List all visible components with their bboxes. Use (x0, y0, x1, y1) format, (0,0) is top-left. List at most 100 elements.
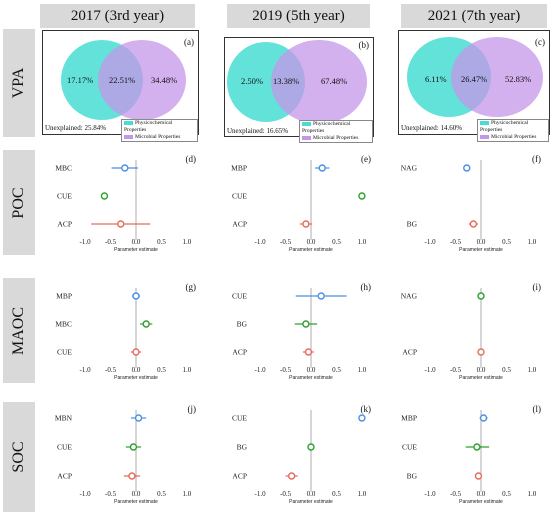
variable-label: MBC (55, 164, 72, 173)
x-tick-label: 1.0 (528, 366, 537, 374)
x-tick-label: -1.0 (80, 238, 92, 246)
x-axis-label: Parameter estimate (459, 499, 503, 505)
estimate-point (132, 348, 140, 356)
legend-label-physicochemical: Physicochemical Properties (124, 120, 173, 133)
variable-label: ACP (402, 348, 417, 357)
legend-swatch-microbial (302, 135, 311, 140)
legend-label-microbial: Microbial Properties (135, 134, 181, 140)
x-tick-label: -1.0 (425, 238, 437, 246)
coef-plot-svg: -1.0 -0.5 0.0 0.5 1.0 Parameter estimate MBN CU… (55, 410, 192, 505)
x-tick-label: 0.0 (307, 366, 316, 374)
variable-label: BG (407, 472, 418, 481)
variable-label: CUE (57, 443, 72, 452)
estimate-point (117, 220, 125, 228)
venn-legend: Physicochemical Properties Microbial Pro… (121, 119, 198, 142)
panel-label: (h) (360, 282, 372, 292)
row-header-maoc: MAOC (3, 278, 35, 383)
coef-panel-j: -1.0 -0.5 0.0 0.5 1.0 Parameter estimate MBN CU… (40, 400, 200, 512)
panel-label: (k) (360, 404, 372, 414)
x-tick-label: -1.0 (425, 490, 437, 498)
x-tick-label: 0.0 (477, 366, 486, 374)
x-axis-label: Parameter estimate (114, 375, 158, 381)
estimate-point (129, 443, 138, 451)
variable-label: ACP (57, 220, 72, 229)
estimate-point (302, 320, 310, 328)
venn-left-value: 2.50% (241, 76, 263, 86)
variable-label: BG (407, 220, 418, 229)
x-tick-label: 0.0 (132, 490, 141, 498)
x-tick-label: 0.5 (502, 366, 511, 374)
coef-panel-f: -1.0 -0.5 0.0 0.5 1.0 Parameter estimate NAG BG… (385, 150, 545, 260)
estimate-point (132, 292, 140, 300)
venn-overlap-value: 22.51% (109, 75, 136, 85)
coef-panel-d: -1.0 -0.5 0.0 0.5 1.0 Parameter estimate MBC CU… (40, 150, 200, 260)
x-tick-label: -1.0 (255, 490, 267, 498)
coef-panel-l: -1.0 -0.5 0.0 0.5 1.0 Parameter estimate MBP CU… (385, 400, 545, 512)
x-tick-label: 0.5 (502, 490, 511, 498)
panel-label: (l) (532, 404, 542, 414)
estimate-point (479, 414, 488, 422)
legend-swatch-physicochemical (302, 121, 311, 126)
x-tick-label: 1.0 (358, 238, 367, 246)
x-tick-label: 0.5 (332, 238, 341, 246)
column-header-2017: 2017 (3rd year) (40, 4, 195, 28)
coef-panel-k: -1.0 -0.5 0.0 0.5 1.0 Parameter estimate CUE BG… (215, 400, 375, 512)
estimate-point (358, 192, 366, 200)
variable-label: ACP (232, 348, 247, 357)
panel-label: (f) (532, 154, 541, 164)
x-tick-label: -0.5 (450, 366, 462, 374)
unexplained-value: Unexplained: 25.84% (45, 124, 107, 132)
panel-label: (d) (185, 154, 197, 164)
legend-swatch-microbial (480, 134, 489, 139)
variable-label: BG (237, 443, 248, 452)
estimate-point (318, 164, 326, 172)
legend-swatch-physicochemical (480, 120, 489, 125)
coef-plot-svg: -1.0 -0.5 0.0 0.5 1.0 Parameter estimate CUE BG… (232, 288, 367, 381)
x-tick-label: 1.0 (358, 490, 367, 498)
venn-legend: Physicochemical Properties Microbial Pro… (477, 119, 549, 142)
row-label-maoc: MAOC (10, 306, 27, 355)
coef-plot-svg: -1.0 -0.5 0.0 0.5 1.0 Parameter estimate MBP MB… (55, 288, 192, 381)
venn-overlap-value: 13.38% (273, 76, 300, 86)
x-tick-label: 0.5 (332, 366, 341, 374)
coef-plot-svg: -1.0 -0.5 0.0 0.5 1.0 Parameter estimate NAG BG (401, 160, 537, 253)
row-label-soc: SOC (10, 441, 27, 473)
venn-legend: Physicochemical Properties Microbial Pro… (299, 120, 373, 143)
row-label-poc: POC (10, 186, 27, 219)
variable-label: ACP (232, 220, 247, 229)
row-label-vpa: VPA (10, 67, 27, 99)
x-tick-label: -0.5 (280, 490, 292, 498)
x-tick-label: 1.0 (528, 238, 537, 246)
estimate-point (134, 414, 143, 422)
unexplained-value: Unexplained: 16.65% (227, 127, 289, 135)
x-tick-label: 1.0 (183, 490, 192, 498)
x-tick-label: -1.0 (80, 490, 92, 498)
variable-label: CUE (57, 348, 72, 357)
variable-label: CUE (402, 443, 417, 452)
x-tick-label: -0.5 (280, 238, 292, 246)
venn-left-value: 6.11% (425, 74, 447, 84)
unexplained-value: Unexplained: 14.60% (401, 124, 463, 132)
x-axis-label: Parameter estimate (289, 375, 333, 381)
x-tick-label: -0.5 (280, 366, 292, 374)
coef-plot-svg: -1.0 -0.5 0.0 0.5 1.0 Parameter estimate MBP CU… (401, 410, 537, 505)
column-header-2021: 2021 (7th year) (401, 4, 547, 28)
x-tick-label: -0.5 (105, 238, 117, 246)
panel-label: (g) (185, 282, 197, 292)
estimate-point (142, 320, 150, 328)
row-header-poc: POC (3, 150, 35, 255)
row-header-vpa: VPA (3, 29, 35, 137)
variable-label: CUE (232, 414, 247, 423)
x-tick-label: -1.0 (425, 366, 437, 374)
legend-swatch-physicochemical (124, 120, 133, 125)
x-axis-label: Parameter estimate (459, 247, 503, 253)
estimate-point (100, 192, 109, 200)
estimate-point (317, 292, 325, 300)
venn-circle-microbial (98, 40, 186, 120)
estimate-point (304, 348, 313, 356)
panel-label: (c) (535, 37, 545, 47)
x-tick-label: -0.5 (450, 490, 462, 498)
variable-label: MBC (55, 320, 72, 329)
x-tick-label: 1.0 (183, 238, 192, 246)
estimate-point (307, 443, 315, 451)
